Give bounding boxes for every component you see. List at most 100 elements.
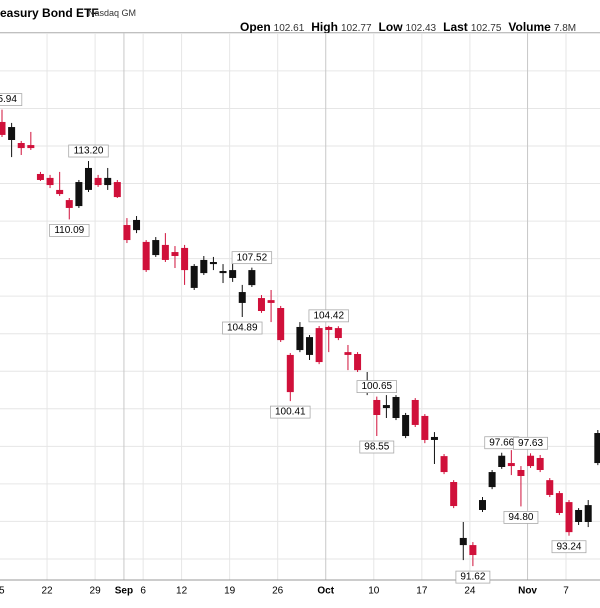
candle-body <box>267 300 275 303</box>
candle-body <box>65 200 73 208</box>
x-tick-label: 26 <box>272 586 284 597</box>
exchange: Nasdaq GM <box>88 8 137 18</box>
candle-body <box>498 455 506 467</box>
label-box <box>308 309 349 323</box>
candle-body <box>344 352 352 355</box>
candle-body <box>123 225 131 241</box>
x-tick-label: Oct <box>317 586 334 597</box>
candle-body <box>402 414 410 437</box>
stat-value: 102.77 <box>340 23 372 34</box>
candle-body <box>306 337 314 355</box>
candle-body <box>94 177 102 186</box>
data-label: 97.66 <box>489 437 514 448</box>
stats: Open 102.61 High 102.77 Low 102.43 Last 102.75 V… <box>233 20 576 34</box>
candle-body <box>430 436 438 440</box>
x-tick-label: 6 <box>140 586 146 597</box>
candle-body <box>248 270 256 286</box>
candle-body <box>181 247 189 271</box>
x-tick-label: 7 <box>563 586 569 597</box>
candle-body <box>450 482 458 507</box>
label-box <box>513 436 548 450</box>
x-tick-label: 12 <box>176 586 188 597</box>
header: easury Bond ETF Nasdaq GM Open 102.61 High… <box>0 0 600 34</box>
x-tick-label: Nov <box>518 586 537 597</box>
data-label: 97.63 <box>518 438 543 449</box>
candle-body <box>46 177 54 186</box>
candle-body <box>488 472 496 488</box>
candle-body <box>354 353 362 371</box>
stat-value: 7.8M <box>553 23 577 34</box>
stat-label: Last <box>443 20 468 34</box>
stat-value: 102.43 <box>405 23 437 34</box>
label-box <box>551 540 587 554</box>
candle-body <box>315 328 323 363</box>
candle-body <box>277 308 285 341</box>
candle-body <box>200 259 208 274</box>
candle-body <box>104 177 112 186</box>
stat-label: Open <box>240 20 271 34</box>
x-tick-label: 29 <box>90 586 102 597</box>
candle-body <box>75 182 83 207</box>
candle-body <box>286 354 294 393</box>
candle-body <box>459 537 467 546</box>
candle-body <box>517 469 525 477</box>
candle-body <box>421 415 429 440</box>
label-box <box>455 570 491 584</box>
candle-body <box>142 241 150 271</box>
label-box <box>359 440 395 454</box>
data-label: 98.55 <box>364 442 389 453</box>
candle-body <box>411 399 419 425</box>
candle-body <box>190 265 198 288</box>
data-label: 91.62 <box>460 572 485 583</box>
label-box <box>222 321 263 335</box>
x-tick-label: 17 <box>416 586 428 597</box>
candle-body <box>229 270 237 278</box>
candle-body <box>152 240 160 256</box>
candle-body <box>17 143 25 149</box>
x-tick-label: 22 <box>41 586 53 597</box>
candle-body <box>546 480 554 495</box>
candle-body <box>84 167 92 190</box>
x-tick-label: Sep <box>115 586 133 597</box>
candle-body <box>334 328 342 339</box>
candle-body <box>325 326 333 330</box>
candle-body <box>56 189 64 195</box>
candle-body <box>575 509 583 522</box>
candle-body <box>440 456 448 473</box>
candle-body <box>382 405 390 409</box>
candle-body <box>133 219 141 231</box>
stat-label: Low <box>378 20 403 34</box>
candle-body <box>0 121 6 135</box>
candle-body <box>469 545 477 556</box>
candle-body <box>555 493 563 513</box>
x-tick-label: 24 <box>464 586 476 597</box>
stat-label: Volume <box>508 20 551 34</box>
candle-body <box>479 500 486 510</box>
candle-body <box>238 292 246 303</box>
candle-body <box>536 457 544 470</box>
x-tick-label: 15 <box>0 586 5 597</box>
data-label: 107.52 <box>237 252 268 263</box>
label-box <box>231 251 273 265</box>
label-box <box>0 93 23 106</box>
stat-value: 102.61 <box>273 23 305 34</box>
candle-body <box>392 396 400 419</box>
data-label: 110.09 <box>54 225 84 236</box>
x-tick-label: 19 <box>224 586 236 597</box>
candle-body <box>171 252 179 257</box>
candle-body <box>27 145 35 149</box>
candle-body <box>8 127 16 140</box>
data-label: 100.41 <box>275 407 306 418</box>
data-label: 104.42 <box>313 310 344 321</box>
candle-body <box>36 173 44 180</box>
label-box <box>503 511 539 524</box>
label-box <box>68 144 109 158</box>
candle-body <box>373 399 381 415</box>
data-label: 94.80 <box>508 512 533 523</box>
x-tick-label: 10 <box>368 586 380 597</box>
candle-body <box>113 182 121 198</box>
stat-label: High <box>311 20 338 34</box>
candle-body <box>565 502 573 533</box>
label-box <box>49 224 90 237</box>
